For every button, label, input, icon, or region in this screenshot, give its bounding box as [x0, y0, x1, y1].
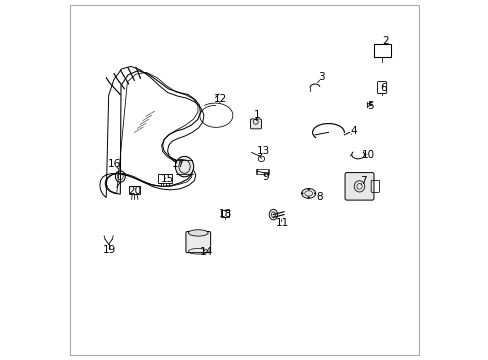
- Text: 16: 16: [108, 159, 121, 169]
- FancyBboxPatch shape: [250, 119, 261, 129]
- Ellipse shape: [175, 156, 193, 177]
- Text: 12: 12: [213, 94, 226, 104]
- Text: 10: 10: [362, 150, 374, 159]
- Ellipse shape: [301, 189, 315, 198]
- FancyBboxPatch shape: [185, 231, 210, 253]
- Text: 14: 14: [200, 247, 213, 257]
- Text: 15: 15: [161, 174, 174, 184]
- Text: 11: 11: [275, 218, 288, 228]
- Text: 6: 6: [379, 83, 386, 93]
- Ellipse shape: [313, 193, 315, 194]
- Text: 5: 5: [367, 101, 373, 111]
- Text: 4: 4: [350, 126, 356, 136]
- Text: 20: 20: [127, 186, 141, 196]
- Text: 2: 2: [382, 36, 388, 46]
- Ellipse shape: [307, 197, 309, 198]
- Text: 8: 8: [316, 192, 323, 202]
- Ellipse shape: [307, 189, 309, 190]
- Text: 1: 1: [253, 110, 260, 120]
- Text: 19: 19: [103, 245, 116, 255]
- Ellipse shape: [301, 193, 303, 194]
- Text: 9: 9: [262, 172, 268, 182]
- Ellipse shape: [269, 209, 277, 220]
- Text: 17: 17: [171, 159, 184, 169]
- FancyBboxPatch shape: [345, 172, 373, 200]
- Text: 7: 7: [360, 176, 366, 186]
- Text: 3: 3: [318, 72, 324, 82]
- Text: 18: 18: [219, 208, 232, 219]
- Ellipse shape: [188, 230, 208, 236]
- Text: 13: 13: [256, 146, 270, 156]
